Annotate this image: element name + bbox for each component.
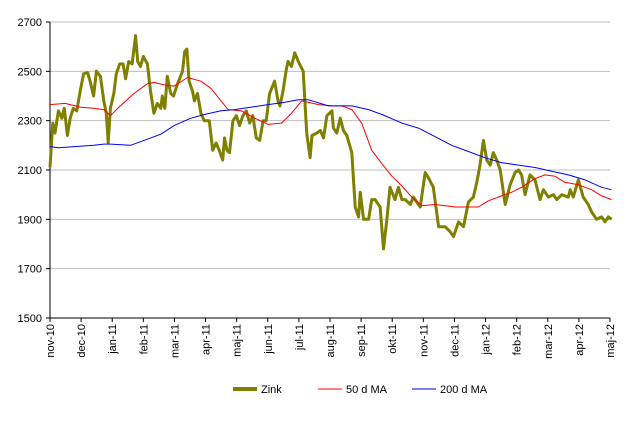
x-tick-label: jan-11 [107,324,119,355]
x-tick-label: maj-12 [605,324,617,358]
x-tick-label: mar-12 [543,324,555,359]
y-tick-label: 2700 [18,17,42,29]
legend-item: Zink [233,384,282,396]
series-line-zink [48,34,613,251]
legend-label: Zink [261,384,282,396]
x-tick-label: jul-11 [294,324,306,351]
legend-item: 50 d MA [318,384,388,396]
x-tick-label: dec-11 [449,324,461,357]
x-tick-label: jun-11 [263,324,275,355]
x-tick-label: sep-11 [356,324,368,357]
x-tick-label: maj-11 [232,324,244,357]
legend-label: 200 d MA [440,384,488,396]
y-tick-label: 1700 [18,264,42,276]
legend-label: 50 d MA [346,384,388,396]
y-tick-label: 2300 [18,116,42,128]
x-tick-label: apr-12 [574,324,586,356]
x-tick-label: dec-10 [76,324,88,358]
y-tick-label: 2100 [18,165,42,177]
x-tick-label: mar-11 [169,324,181,358]
x-tick-label: aug-11 [325,324,337,357]
x-tick-label: apr-11 [201,324,213,355]
x-tick-label: feb-12 [512,324,524,355]
y-tick-label: 2500 [18,66,42,78]
legend-item: 200 d MA [412,384,488,396]
x-tick-label: nov-11 [418,324,430,357]
x-tick-label: jan-12 [481,324,493,356]
x-tick-label: okt-11 [387,324,399,354]
series-line-200-d-ma [49,99,612,191]
y-tick-label: 1500 [18,313,42,325]
x-tick-label: nov-10 [45,324,57,358]
y-tick-label: 1900 [18,214,42,226]
x-tick-label: feb-11 [138,324,150,354]
